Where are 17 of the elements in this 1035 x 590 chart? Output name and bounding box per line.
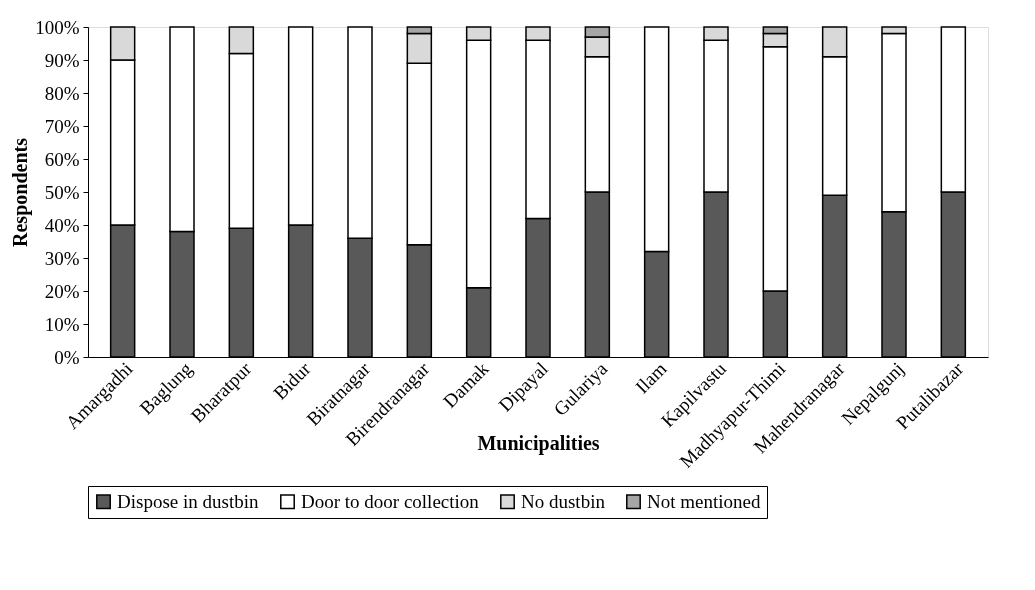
x-axis-title: Municipalities bbox=[477, 431, 600, 455]
y-tick-label: 40% bbox=[44, 214, 80, 236]
legend-label: Door to door collection bbox=[301, 490, 480, 512]
legend-label: No dustbin bbox=[521, 490, 606, 512]
y-axis-title: Respondents bbox=[9, 137, 33, 247]
y-tick-label: 80% bbox=[44, 82, 80, 104]
y-tick-label: 100% bbox=[35, 16, 80, 38]
y-tick-label: 50% bbox=[44, 181, 80, 203]
y-tick-label: 10% bbox=[44, 313, 80, 335]
y-tick-label: 30% bbox=[44, 247, 80, 269]
y-tick-label: 20% bbox=[44, 280, 80, 302]
y-tick-label: 70% bbox=[44, 115, 80, 137]
y-tick-label: 0% bbox=[54, 346, 80, 368]
legend-label: Dispose in dustbin bbox=[117, 490, 259, 512]
legend-label: Not mentioned bbox=[647, 490, 761, 512]
y-tick-label: 60% bbox=[44, 148, 80, 170]
y-tick-label: 90% bbox=[44, 49, 80, 71]
